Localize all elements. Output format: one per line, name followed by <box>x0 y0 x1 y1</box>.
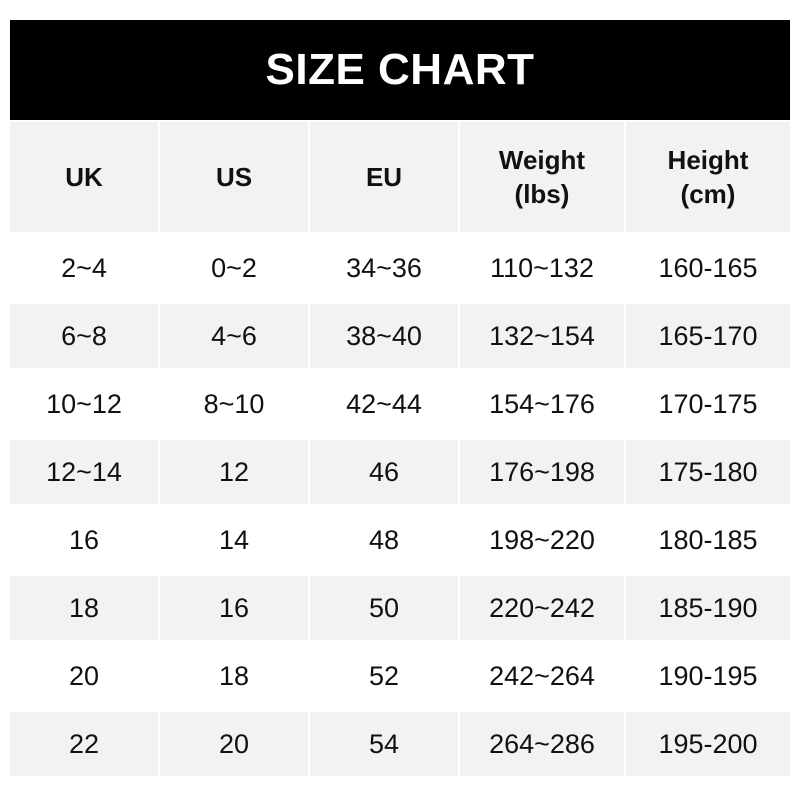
table-cell: 220~242 <box>460 576 624 640</box>
table-cell: 46 <box>310 440 458 504</box>
column-header: US <box>160 122 308 232</box>
table-cell: 12~14 <box>10 440 158 504</box>
table-cell: 264~286 <box>460 712 624 776</box>
table-cell: 22 <box>10 712 158 776</box>
size-chart-title: SIZE CHART <box>10 20 790 120</box>
table-cell: 16 <box>160 576 308 640</box>
table-cell: 0~2 <box>211 252 257 283</box>
table-cell: 52 <box>368 660 400 691</box>
table-cell: 242~264 <box>489 660 595 691</box>
table-cell: 48 <box>368 524 400 555</box>
column-header: UK <box>10 122 158 232</box>
column-header: Weight (lbs) <box>460 122 624 232</box>
table-cell: 195-200 <box>626 712 790 776</box>
table-cell: 20 <box>68 660 100 691</box>
table-cell: 54 <box>310 712 458 776</box>
table-cell: 10~12 <box>46 388 122 419</box>
table-cell: 18 <box>218 660 250 691</box>
table-cell: 8~10 <box>203 388 265 419</box>
table-cell: 185-190 <box>626 576 790 640</box>
table-cell: 180-185 <box>658 524 758 555</box>
table-cell: 38~40 <box>310 304 458 368</box>
table-cell: 4~6 <box>160 304 308 368</box>
table-cell: 14 <box>218 524 250 555</box>
table-cell: 176~198 <box>460 440 624 504</box>
table-cell: 18 <box>10 576 158 640</box>
table-cell: 154~176 <box>489 388 595 419</box>
table-cell: 50 <box>310 576 458 640</box>
table-cell: 2~4 <box>61 252 107 283</box>
table-cell: 34~36 <box>346 252 422 283</box>
column-header: Height (cm) <box>626 122 790 232</box>
table-cell: 6~8 <box>10 304 158 368</box>
size-table: UK US EU Weight (lbs) Height (cm) 2~4 0~2 34~36… <box>10 122 790 778</box>
table-cell: 20 <box>160 712 308 776</box>
table-cell: 42~44 <box>346 388 422 419</box>
table-cell: 165-170 <box>626 304 790 368</box>
table-cell: 110~132 <box>490 252 594 283</box>
table-cell: 16 <box>68 524 100 555</box>
table-cell: 198~220 <box>489 524 595 555</box>
table-cell: 170-175 <box>658 388 758 419</box>
table-cell: 160-165 <box>658 252 758 283</box>
table-cell: 190-195 <box>658 660 758 691</box>
table-cell: 12 <box>160 440 308 504</box>
table-cell: 132~154 <box>460 304 624 368</box>
column-header: EU <box>310 122 458 232</box>
table-cell: 175-180 <box>626 440 790 504</box>
